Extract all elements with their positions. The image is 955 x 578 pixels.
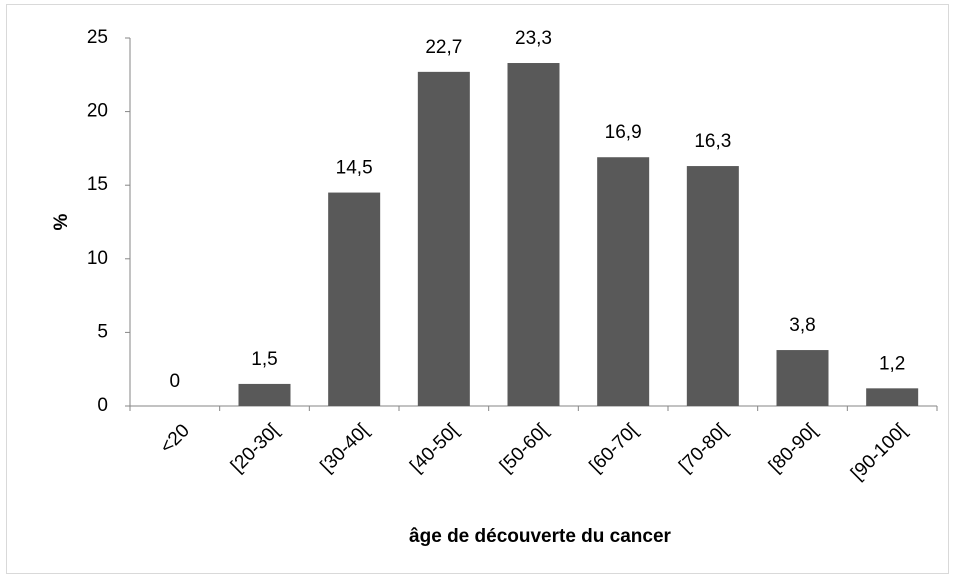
x-tick-label: [30-40[ (317, 420, 374, 477)
x-tick-label: <20 (156, 420, 194, 458)
data-label: 0 (170, 371, 181, 392)
bar (597, 157, 650, 406)
y-axis-title: % (51, 213, 72, 230)
data-label: 22,7 (425, 37, 462, 58)
bar (507, 63, 560, 407)
y-tick-label: 0 (97, 395, 108, 416)
data-label: 14,5 (336, 158, 373, 179)
data-label: 16,9 (605, 122, 642, 143)
x-tick-label: [50-60[ (496, 420, 553, 477)
chart-border (6, 4, 949, 574)
y-tick-label: 15 (87, 174, 108, 195)
data-label: 16,3 (694, 131, 731, 152)
x-tick-label: [60-70[ (586, 420, 643, 477)
bar (328, 192, 381, 406)
x-tick-label: [70-80[ (675, 420, 732, 477)
bar (417, 71, 470, 406)
bar (776, 350, 829, 406)
bar (686, 166, 739, 406)
data-label: 23,3 (515, 28, 552, 49)
x-tick-label: [90-100[ (847, 420, 912, 485)
x-tick-label: [40-50[ (406, 420, 463, 477)
data-label: 1,5 (251, 349, 277, 370)
x-tick-label: [20-30[ (227, 420, 284, 477)
y-tick-label: 10 (87, 248, 108, 269)
x-tick-label: [80-90[ (765, 420, 822, 477)
y-tick-label: 5 (97, 321, 108, 342)
y-tick-label: 20 (87, 101, 108, 122)
x-axis-title: âge de découverte du cancer (409, 526, 671, 547)
y-tick-label: 25 (87, 27, 108, 48)
data-label: 1,2 (879, 353, 905, 374)
bar (238, 383, 291, 406)
bar (866, 388, 919, 406)
data-label: 3,8 (789, 315, 815, 336)
